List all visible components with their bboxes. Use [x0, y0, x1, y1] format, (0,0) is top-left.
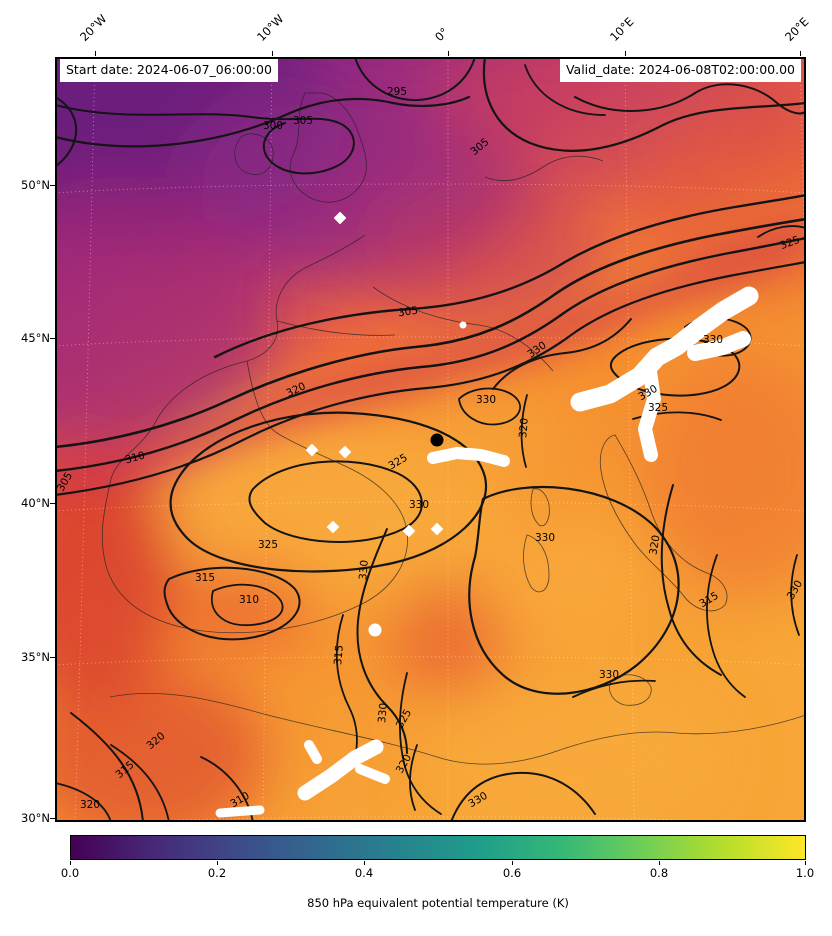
contour-label: 330: [703, 334, 723, 346]
y-tick-label: 35°N: [21, 650, 50, 664]
y-tick-label: 40°N: [21, 496, 50, 510]
black-marker: [430, 433, 444, 447]
field-svg: 295 300 305 305 325 305 330 330 320 330 …: [55, 57, 806, 822]
x-tick-label: 20°E: [782, 14, 812, 45]
x-tick-label: 20°W: [77, 11, 110, 44]
contour-label: 315: [195, 572, 215, 584]
colorbar-tick-label: 0.2: [207, 866, 227, 880]
x-tick: [95, 51, 97, 56]
contour-label: 330: [476, 394, 496, 406]
contour-label: 310: [239, 594, 259, 606]
colorbar-tick-label: 0.4: [354, 866, 374, 880]
coastlines: [101, 92, 806, 765]
y-tick-label: 30°N: [21, 811, 50, 825]
valid-date-label: Valid_date: 2024-06-08T02:00:00.00: [559, 59, 801, 82]
x-tick: [625, 51, 627, 56]
colorbar-tick: [70, 861, 72, 865]
colorbar-tick: [805, 861, 807, 865]
colorbar-gradient: [70, 835, 806, 860]
y-tick: [50, 338, 55, 340]
map-frame: [55, 57, 806, 822]
colorbar-tick: [512, 861, 514, 865]
missing-data-mask: [215, 211, 759, 818]
colorbar-tick: [217, 861, 219, 865]
contour-label: 305: [293, 115, 313, 127]
colorbar-tick: [659, 861, 661, 865]
x-tick: [448, 51, 450, 56]
contour-label: 320: [647, 534, 662, 556]
contour-label: 330: [409, 499, 429, 511]
y-tick-label: 45°N: [21, 331, 50, 345]
colorbar-tick-label: 1.0: [795, 866, 815, 880]
contour-label: 325: [258, 539, 278, 551]
colorbar-tick-label: 0.8: [649, 866, 669, 880]
y-tick-label: 50°N: [21, 178, 50, 192]
contour-label: 330: [357, 559, 371, 580]
contour-label: 305: [397, 305, 419, 320]
contour-label: 295: [387, 86, 407, 98]
x-tick: [800, 51, 802, 56]
contour-label: 310: [124, 450, 146, 467]
x-tick-label: 0°: [432, 24, 452, 44]
contour-label: 330: [376, 702, 390, 723]
contour-label: 300: [263, 120, 283, 132]
colorbar-tick-label: 0.6: [502, 866, 522, 880]
contour-label: 315: [332, 644, 346, 665]
x-tick-label: 10°W: [254, 11, 287, 44]
x-tick-label: 10°E: [607, 14, 637, 45]
y-tick: [50, 818, 55, 820]
y-tick: [50, 503, 55, 505]
y-tick: [50, 657, 55, 659]
contour-label: 320: [517, 417, 531, 438]
colorbar-tick: [364, 861, 366, 865]
colorbar-tick-label: 0.0: [60, 866, 80, 880]
contour-label: 330: [535, 532, 555, 544]
start-date-label: Start date: 2024-06-07_06:00:00: [60, 59, 278, 82]
colorbar-title: 850 hPa equivalent potential temperature…: [307, 896, 569, 910]
contour-label: 320: [80, 799, 100, 811]
x-tick: [272, 51, 274, 56]
y-tick: [50, 185, 55, 187]
contour-label: 325: [648, 402, 668, 414]
map-panel: Start date: 2024-06-07_06:00:00 Valid_da…: [55, 57, 806, 822]
contour-label: 330: [599, 669, 619, 681]
